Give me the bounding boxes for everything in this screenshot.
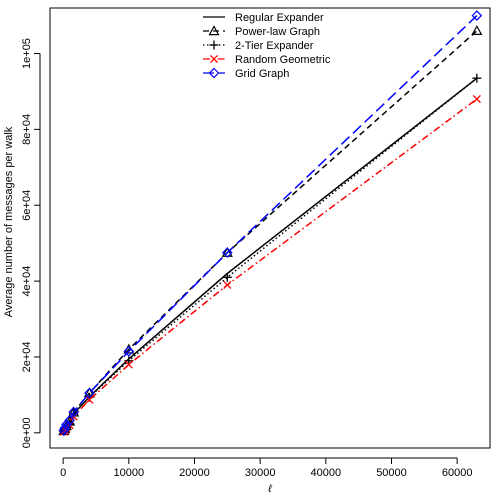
x-tick-label: 60000: [442, 467, 473, 479]
data-point: [124, 360, 133, 369]
legend-marker: [209, 40, 219, 50]
series-line: [63, 77, 478, 433]
x-tick-label: 20000: [179, 467, 210, 479]
series-2: [59, 73, 482, 436]
series-line: [63, 98, 478, 433]
y-tick-label: 4e+04: [21, 266, 33, 297]
legend-label: Grid Graph: [235, 68, 289, 80]
y-tick-label: 2e+04: [21, 342, 33, 373]
data-point: [222, 272, 232, 282]
series-line: [63, 77, 478, 432]
data-point: [221, 246, 233, 257]
data-point: [123, 345, 135, 357]
x-tick-label: 0: [60, 467, 66, 479]
data-point: [223, 280, 232, 289]
x-tick-label: 50000: [376, 467, 407, 479]
legend-label: Power-law Graph: [235, 26, 320, 38]
legend-label: Regular Expander: [235, 12, 324, 24]
series-1: [58, 25, 483, 436]
x-axis: 0 10000 20000 30000 40000 50000 60000: [60, 457, 473, 479]
data-point: [68, 406, 79, 418]
legend: Regular Expander Power-law Graph 2-Tier Ex…: [203, 12, 331, 80]
y-tick-label: 8e+04: [21, 114, 33, 145]
legend-marker: [208, 25, 220, 36]
y-axis: 0e+00 2e+04 4e+04 6e+04 8e+04 1e+05: [21, 38, 41, 448]
legend-label: Random Geometric: [235, 54, 331, 66]
legend-marker: [208, 67, 220, 79]
data-point: [472, 73, 482, 83]
legend-label: 2-Tier Expander: [235, 40, 314, 52]
data-point: [472, 94, 481, 104]
data-point: [59, 422, 71, 434]
data-point: [84, 387, 95, 399]
series-0: [63, 77, 478, 433]
y-axis-label: Average number of messages per walk: [3, 126, 15, 317]
series-layer: [58, 10, 483, 436]
data-point: [64, 414, 76, 426]
data-point: [61, 419, 72, 430]
data-point: [85, 395, 94, 404]
data-point: [471, 25, 483, 35]
y-tick-label: 6e+04: [21, 190, 33, 221]
x-tick-label: 40000: [311, 467, 342, 479]
series-3: [59, 94, 481, 436]
x-axis-label: ℓ: [267, 483, 272, 495]
data-point: [221, 247, 233, 259]
series-line: [63, 30, 478, 432]
x-tick-label: 30000: [245, 467, 276, 479]
plot-frame: [49, 7, 491, 449]
y-tick-label: 0e+00: [21, 417, 33, 448]
legend-marker: [209, 54, 219, 64]
x-tick-label: 10000: [114, 467, 145, 479]
series-4: [58, 10, 483, 436]
y-tick-label: 1e+05: [21, 38, 33, 69]
data-point: [471, 10, 483, 21]
